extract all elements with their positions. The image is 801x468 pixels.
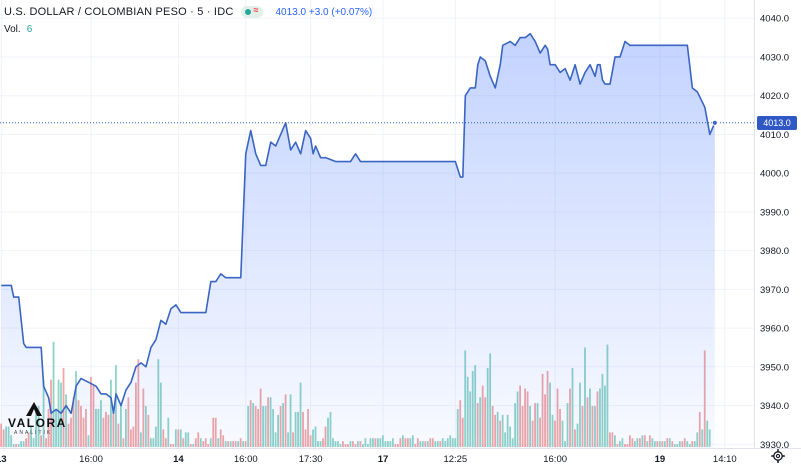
price-line bbox=[1, 32, 716, 415]
x-tick-label: 16:00 bbox=[79, 454, 103, 465]
volume-legend: Vol. 6 bbox=[4, 24, 32, 35]
y-tick-label: 4010.0 bbox=[760, 130, 789, 141]
x-tick-label: 14:10 bbox=[713, 454, 737, 465]
y-tick-label: 4020.0 bbox=[760, 91, 789, 102]
volume-bar bbox=[52, 341, 55, 447]
y-tick-label: 3970.0 bbox=[760, 285, 789, 296]
x-tick-label: 12:25 bbox=[443, 454, 467, 465]
x-tick-label: 13 bbox=[0, 454, 7, 465]
x-tick-label: 17 bbox=[378, 454, 389, 465]
time-axis[interactable]: 13 16:00 14 16:00 17:30 17 12:25 16:00 19 14:10 bbox=[0, 454, 737, 465]
volume-label: Vol. bbox=[4, 24, 21, 35]
y-tick-label: 4030.0 bbox=[760, 52, 789, 63]
y-tick-label: 4040.0 bbox=[760, 14, 789, 25]
volume-bar bbox=[62, 368, 65, 447]
x-tick-label: 19 bbox=[655, 454, 666, 465]
volume-bar bbox=[0, 423, 3, 447]
valora-logo-icon bbox=[26, 402, 42, 416]
symbol-title[interactable]: U.S. DOLLAR / COLOMBIAN PESO · 5 · IDC bbox=[4, 6, 234, 18]
y-tick-label: 3990.0 bbox=[760, 207, 789, 218]
price-axis[interactable]: 3930.0 3940.0 3950.0 3960.0 3970.0 3980.0 3990… bbox=[760, 14, 789, 451]
y-tick-label: 3980.0 bbox=[760, 246, 789, 257]
x-tick-label: 16:00 bbox=[234, 454, 258, 465]
y-tick-label: 3940.0 bbox=[760, 401, 789, 412]
x-tick-label: 16:00 bbox=[543, 454, 567, 465]
volume-value: 6 bbox=[26, 24, 33, 35]
y-tick-label: 3960.0 bbox=[760, 324, 789, 335]
settings-gear-icon[interactable] bbox=[771, 449, 785, 463]
x-tick-label: 17:30 bbox=[299, 454, 323, 465]
last-price-dot bbox=[711, 119, 718, 126]
y-tick-label: 4000.0 bbox=[760, 169, 789, 180]
market-status-icon[interactable]: ≈ bbox=[241, 5, 264, 18]
y-tick-label: 3950.0 bbox=[760, 362, 789, 373]
x-tick-label: 14 bbox=[173, 454, 184, 465]
last-price-label: 4013.0 bbox=[757, 115, 797, 130]
watermark-sub: ANALITIK bbox=[14, 430, 53, 436]
chart-header: U.S. DOLLAR / COLOMBIAN PESO · 5 · IDC ≈… bbox=[4, 5, 372, 19]
y-tick-label: 3930.0 bbox=[760, 440, 789, 451]
watermark-brand: VALORA bbox=[8, 416, 67, 430]
valora-watermark: VALORA ANALITIK bbox=[6, 400, 70, 440]
price-area bbox=[1, 33, 715, 448]
quote-value: 4013.0 +3.0 (+0.07%) bbox=[275, 6, 373, 18]
